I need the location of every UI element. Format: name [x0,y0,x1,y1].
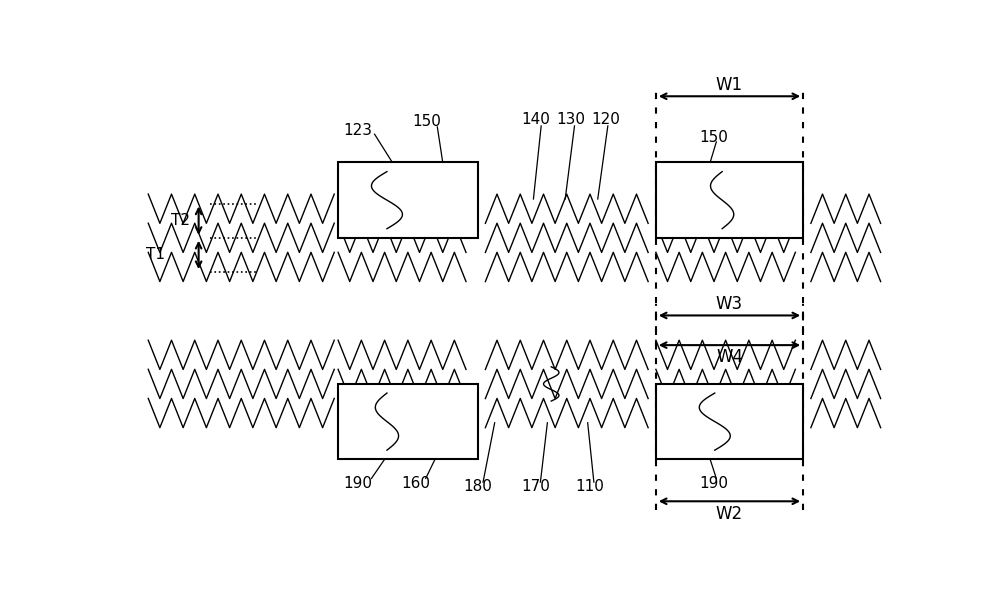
Text: 140: 140 [521,111,550,126]
Text: T2: T2 [171,213,190,228]
Bar [656,384,803,459]
Text: 190: 190 [700,476,728,490]
Text: 130: 130 [556,111,585,126]
Text: W4: W4 [716,347,743,365]
Text: 190: 190 [343,476,372,490]
Text: 150: 150 [700,130,728,145]
Text: W2: W2 [716,505,743,523]
Text: 123: 123 [343,123,372,138]
Text: T1: T1 [146,247,166,262]
Text: 180: 180 [463,479,492,494]
Text: 120: 120 [591,111,620,126]
Text: 150: 150 [413,114,442,129]
Bar [656,162,803,238]
Text: W1: W1 [716,76,743,94]
Text: 110: 110 [576,479,604,494]
Text: W3: W3 [716,295,743,313]
Text: 160: 160 [401,476,430,490]
Text: 170: 170 [521,479,550,494]
Bar [338,384,478,459]
Bar [338,162,478,238]
